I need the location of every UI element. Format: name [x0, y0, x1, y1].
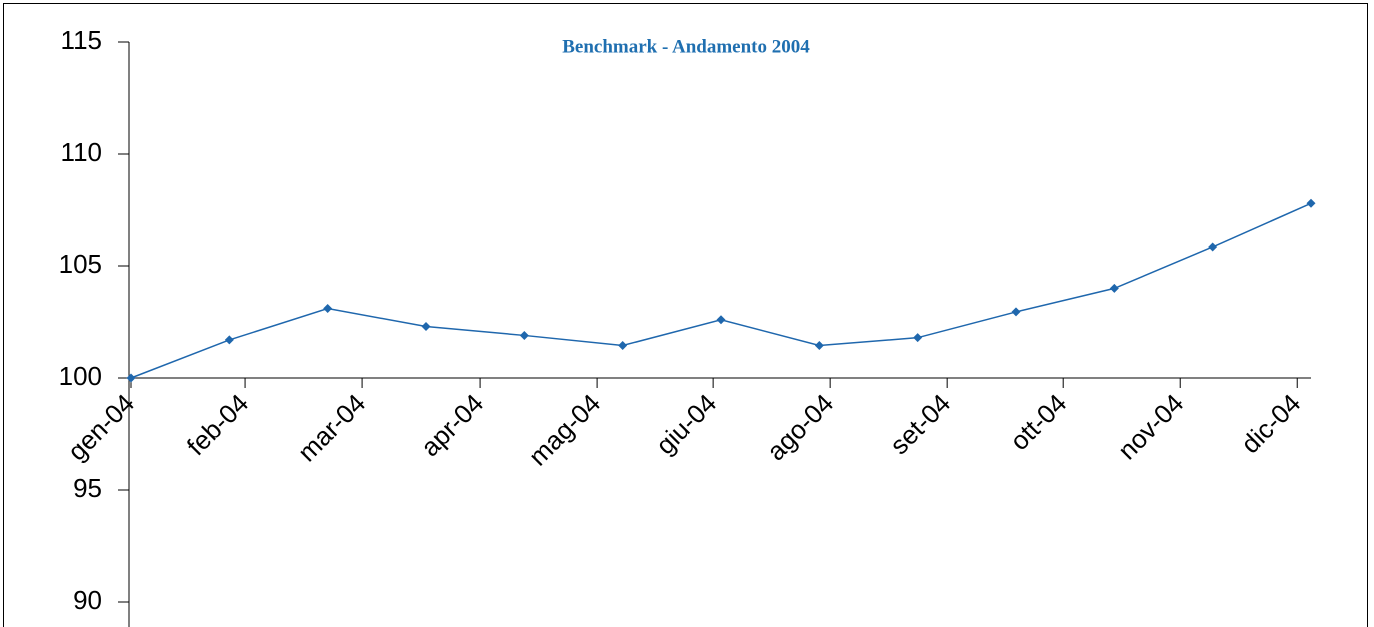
point-marker	[814, 341, 824, 351]
x-tick-label: feb-04	[181, 388, 254, 461]
point-marker	[323, 304, 333, 314]
y-tick-label: 115	[61, 25, 102, 55]
x-tick-label: set-04	[884, 388, 956, 460]
x-tick-label: mar-04	[292, 388, 371, 467]
point-marker	[1208, 242, 1218, 252]
x-tick-label: apr-04	[415, 388, 489, 462]
point-marker	[126, 373, 136, 383]
y-tick-label: 100	[59, 361, 102, 391]
x-tick-label: dic-04	[1235, 388, 1306, 459]
point-marker	[1306, 198, 1316, 208]
point-marker	[913, 333, 923, 343]
point-marker	[1011, 307, 1021, 317]
y-tick-label: 105	[59, 249, 102, 279]
chart-frame	[3, 3, 1368, 627]
point-marker	[618, 341, 628, 351]
x-tick-label: ott-04	[1004, 388, 1072, 456]
x-tick-label: ago-04	[761, 388, 839, 466]
x-tick-label: gen-04	[62, 388, 140, 466]
chart-title: Benchmark - Andamento 2004	[562, 36, 810, 57]
x-tick-label: mag-04	[523, 388, 607, 472]
point-marker	[1109, 283, 1119, 293]
y-tick-label: 110	[61, 137, 102, 167]
x-tick-label: nov-04	[1112, 388, 1189, 465]
y-tick-label: 95	[73, 473, 102, 503]
point-marker	[519, 330, 529, 340]
point-marker	[421, 321, 431, 331]
point-marker	[224, 335, 234, 345]
x-tick-label: giu-04	[650, 388, 722, 460]
y-tick-label: 90	[73, 585, 102, 615]
series-line	[130, 202, 1312, 379]
point-marker	[716, 315, 726, 325]
